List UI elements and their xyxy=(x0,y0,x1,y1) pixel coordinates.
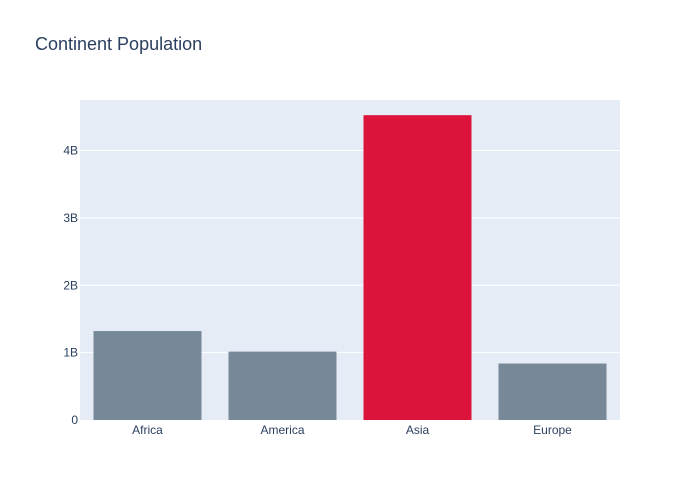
x-tick-label: Europe xyxy=(533,423,572,437)
y-tick-label: 1B xyxy=(63,346,78,360)
bar-europe[interactable] xyxy=(498,363,607,420)
bar-africa[interactable] xyxy=(93,331,202,420)
bar-america[interactable] xyxy=(228,351,337,420)
x-tick-label: Asia xyxy=(406,423,430,437)
y-tick-label: 0 xyxy=(71,413,78,427)
y-tick-label: 4B xyxy=(63,144,78,158)
bar-asia[interactable] xyxy=(363,115,472,420)
x-tick-label: America xyxy=(260,423,304,437)
x-tick-label: Africa xyxy=(132,423,163,437)
chart-title: Continent Population xyxy=(35,34,202,54)
y-tick-label: 3B xyxy=(63,211,78,225)
y-axis-ticks: 0 1B 2B 3B 4B xyxy=(63,144,78,427)
x-axis-ticks: Africa America Asia Europe xyxy=(132,423,572,437)
y-tick-label: 2B xyxy=(63,278,78,292)
bars xyxy=(93,115,607,420)
